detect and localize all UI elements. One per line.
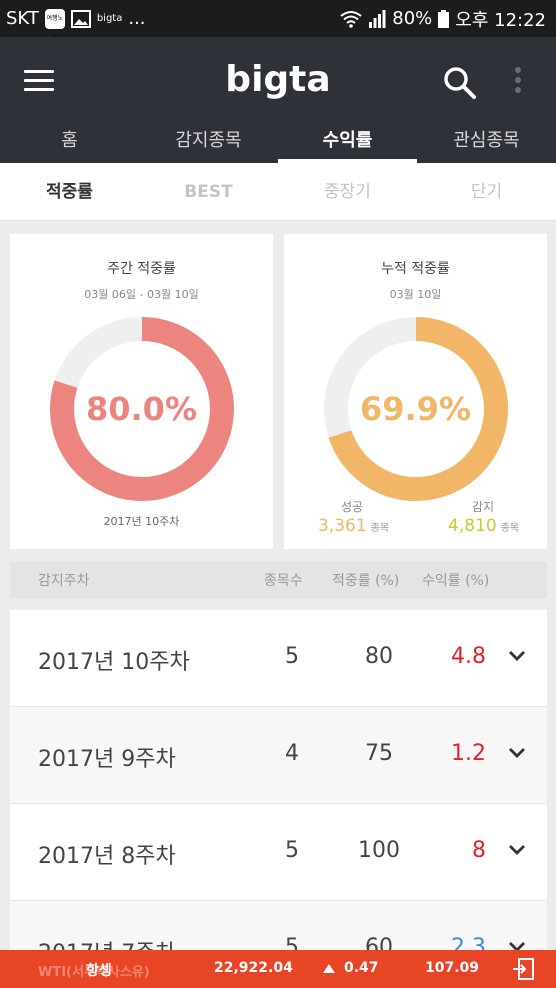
carrier-label: SKT (6, 8, 39, 29)
weekly-donut-chart (50, 317, 234, 501)
row-week: 2017년 8주차 (38, 844, 176, 869)
clock: 오후 12:22 (455, 9, 546, 31)
row-week: 2017년 10주차 (38, 650, 190, 675)
header-week: 감지주차 (38, 573, 90, 589)
row-count: 5 (285, 838, 299, 863)
battery-icon (438, 9, 450, 28)
market-ticker[interactable]: WTI(서부텍사스유) 항셍 22,922.04 0.47 107.09 (0, 950, 556, 988)
battery-percent: 80% (392, 8, 433, 29)
tab-home[interactable]: 홈 (61, 130, 78, 151)
detect-count: 4,810 종목 (448, 516, 519, 536)
weekly-hit-rate-card: 주간 적중률 03월 06일 - 03월 10일 80.0% 2017년 10주… (10, 234, 273, 549)
image-icon (70, 9, 91, 28)
tab-watchlist[interactable]: 관심종목 (453, 130, 520, 151)
weekly-hit-rate-value: 80.0% (85, 390, 197, 428)
subtab-best[interactable]: BEST (184, 182, 233, 202)
exit-icon[interactable] (511, 957, 535, 981)
chevron-down-icon[interactable] (507, 840, 527, 860)
app-notification-label: bigta (96, 13, 123, 24)
status-bar: SKT 여행노트 bigta ... 80% 오후 12:22 (0, 0, 556, 42)
week-label: 2017년 10주차 (103, 515, 180, 528)
chevron-down-icon[interactable] (507, 646, 527, 666)
row-return: 1.2 (451, 741, 486, 766)
table-header: 감지주차 종목수 적중률 (%) 수익률 (%) (10, 562, 547, 598)
card-date: 03월 10일 (389, 288, 442, 301)
cumulative-donut-arc (324, 317, 508, 501)
tab-returns[interactable]: 수익률 (278, 125, 417, 163)
detect-unit: 종목 (500, 523, 520, 534)
table-row[interactable]: 2017년 9주차 4 75 1.2 (10, 707, 547, 804)
ticker-change: 0.47 (344, 960, 379, 976)
row-hit-rate: 80 (365, 644, 393, 669)
signal-icon (369, 9, 386, 28)
row-return: 4.8 (451, 644, 486, 669)
row-count: 5 (285, 644, 299, 669)
detect-count-value: 4,810 (448, 516, 497, 536)
cumulative-hit-rate-card: 누적 적중률 03월 10일 69.9% 성공 3,361 종목 감지 4,810… (284, 234, 547, 549)
weekly-donut-arc (50, 317, 234, 501)
subtab-mid-long-term[interactable]: 중장기 (324, 182, 371, 202)
success-unit: 종목 (370, 523, 390, 534)
row-count: 4 (285, 741, 299, 766)
ticker-secondary-value: 107.09 (425, 960, 480, 976)
card-title: 주간 적중률 (107, 261, 176, 277)
header-return: 수익률 (%) (422, 573, 490, 589)
sub-tabs: 적중률 BEST 중장기 단기 (0, 163, 556, 221)
card-date-range: 03월 06일 - 03월 10일 (84, 288, 199, 301)
card-title: 누적 적중률 (381, 261, 450, 277)
main-tabs: 홈 감지종목 수익률 관심종목 (0, 125, 556, 163)
up-arrow-icon (323, 964, 335, 973)
success-count-value: 3,361 (318, 516, 367, 536)
app-logo: bigta (225, 59, 331, 100)
row-return: 8 (472, 838, 486, 863)
subtab-short-term[interactable]: 단기 (470, 182, 503, 202)
cumulative-donut-chart (324, 317, 508, 501)
menu-icon[interactable] (24, 70, 54, 92)
cumulative-hit-rate-value: 69.9% (359, 390, 471, 428)
more-notifications: ... (128, 8, 146, 29)
row-hit-rate: 75 (365, 741, 393, 766)
ticker-index-value: 22,922.04 (214, 960, 293, 976)
wifi-icon (340, 10, 362, 28)
week-list: 2017년 10주차 5 80 4.8 2017년 9주차 4 75 1.2 2… (10, 610, 547, 988)
success-label: 성공 (341, 500, 364, 514)
notification-badge-icon: 여행노트 (44, 8, 65, 42)
success-count: 3,361 종목 (318, 516, 389, 536)
ticker-index-name: 항셍 (86, 963, 112, 979)
header-count: 종목수 (264, 573, 303, 589)
table-row[interactable]: 2017년 8주차 5 100 8 (10, 804, 547, 901)
chevron-down-icon[interactable] (507, 743, 527, 763)
app-bar: bigta 홈 감지종목 수익률 관심종목 (0, 37, 556, 163)
ticker-previous-item: WTI(서부텍사스유) (38, 965, 150, 980)
row-week: 2017년 9주차 (38, 747, 176, 772)
table-row[interactable]: 2017년 10주차 5 80 4.8 (10, 610, 547, 707)
detect-label: 감지 (472, 500, 495, 514)
tab-detected-stocks[interactable]: 감지종목 (175, 130, 242, 151)
search-icon[interactable] (442, 65, 478, 101)
subtab-hit-rate[interactable]: 적중률 (46, 182, 93, 202)
header-hit-rate: 적중률 (%) (332, 573, 400, 589)
row-hit-rate: 100 (358, 838, 400, 863)
more-options-icon[interactable] (510, 67, 526, 99)
